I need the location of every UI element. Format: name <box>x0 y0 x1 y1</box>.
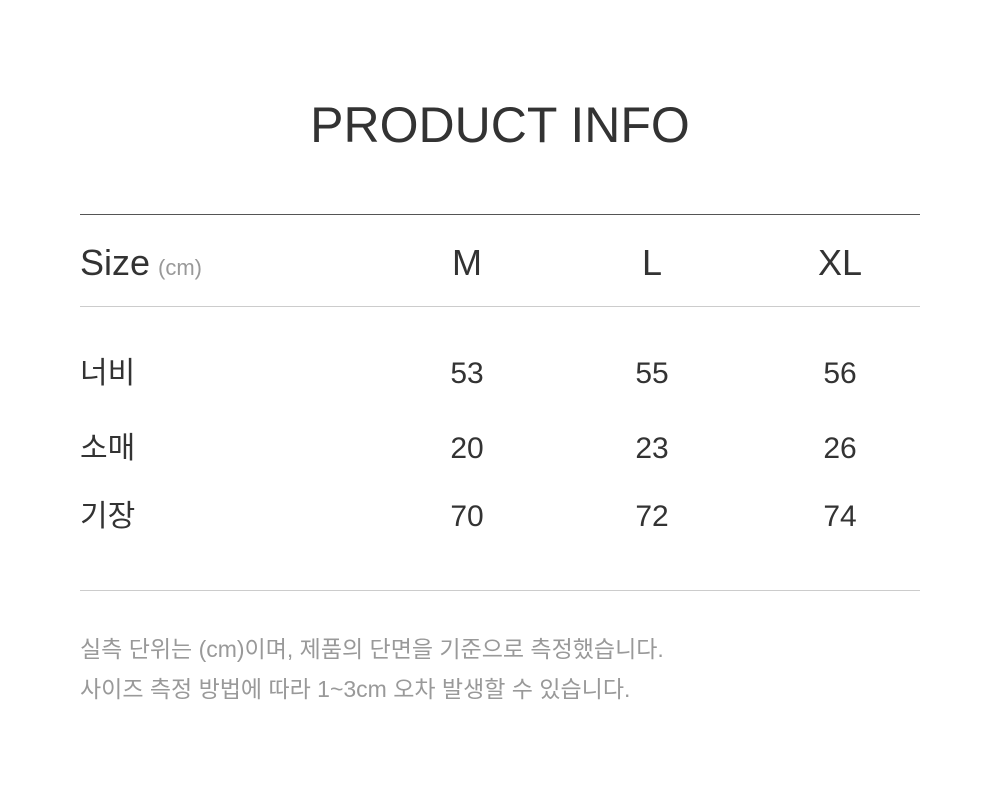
page-title: PRODUCT INFO <box>310 97 690 153</box>
size-l: L <box>641 242 663 283</box>
value: 55 <box>635 357 669 390</box>
size-label: Size <box>80 242 151 283</box>
value: 74 <box>823 500 857 533</box>
table-row: 기장 70 72 74 <box>80 497 920 537</box>
value: 70 <box>450 500 484 533</box>
value: 20 <box>450 432 484 465</box>
row-label: 소매 <box>80 432 136 465</box>
note: 실측 단위는 (cm)이며, 제품의 단면을 기준으로 측정했습니다. <box>80 636 664 662</box>
table-row: 너비 53 55 56 <box>80 354 920 394</box>
value: 23 <box>635 432 669 465</box>
value: 53 <box>450 357 484 390</box>
value: 56 <box>823 357 857 390</box>
table-header: Size (cm) M L XL <box>80 243 920 283</box>
note: 사이즈 측정 방법에 따라 1~3cm 오차 발생할 수 있습니다. <box>80 676 631 702</box>
size-header: Size (cm) <box>80 243 202 288</box>
divider <box>80 214 920 215</box>
value: 72 <box>635 500 669 533</box>
size-xl: XL <box>817 242 863 283</box>
unit-label: (cm) <box>158 255 203 280</box>
table-row: 소매 20 23 26 <box>80 429 920 469</box>
row-label: 너비 <box>80 357 136 390</box>
row-label: 기장 <box>80 500 136 533</box>
value: 26 <box>823 432 857 465</box>
divider <box>80 590 920 591</box>
size-m: M <box>452 242 482 283</box>
divider <box>80 306 920 307</box>
